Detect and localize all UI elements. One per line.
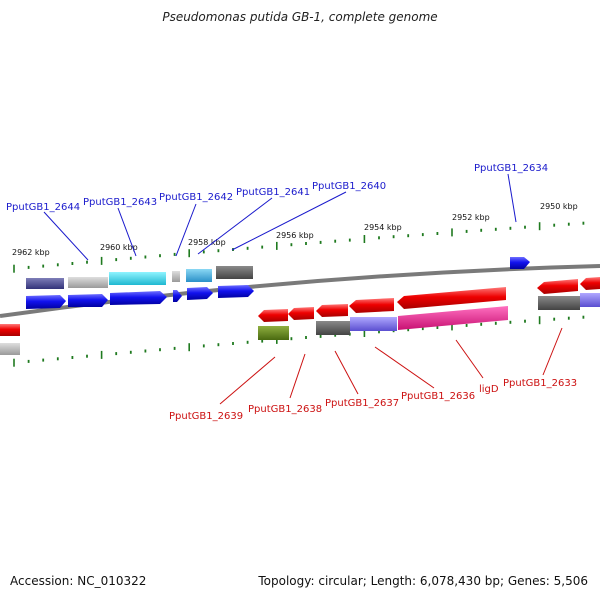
scale-ticks-top	[13, 221, 585, 273]
gene-label[interactable]: PputGB1_2642	[159, 192, 233, 203]
gene-arrow[interactable]	[26, 295, 66, 309]
gene-feature[interactable]	[109, 272, 166, 285]
leader-line	[374, 346, 435, 389]
scale-label: 2950 kbp	[540, 202, 578, 211]
gene-feature[interactable]	[216, 266, 253, 279]
lower-features	[0, 293, 600, 355]
gene-feature[interactable]	[316, 321, 350, 335]
gene-label[interactable]: PputGB1_2640	[312, 181, 386, 192]
scale-ticks-bottom	[13, 315, 585, 367]
scale-label: 2952 kbp	[452, 213, 490, 222]
gene-arrow[interactable]	[110, 291, 167, 305]
gene-label[interactable]: PputGB1_2633	[503, 378, 577, 389]
gene-arrow[interactable]	[397, 287, 506, 309]
lower-strand-arrows	[0, 277, 600, 336]
upper-strand-arrows	[26, 285, 254, 309]
gene-feature[interactable]	[26, 278, 64, 289]
leader-line	[542, 327, 563, 376]
gene-label[interactable]: PputGB1_2637	[325, 398, 399, 409]
gene-feature[interactable]	[0, 343, 20, 355]
leader-line	[219, 356, 276, 405]
gene-arrow[interactable]	[510, 257, 530, 269]
gene-label[interactable]: PputGB1_2634	[474, 163, 548, 174]
scale-label: 2960 kbp	[100, 243, 138, 252]
gene-arrow[interactable]	[187, 287, 213, 300]
gene-feature[interactable]	[350, 317, 397, 331]
gene-label[interactable]: PputGB1_2643	[83, 197, 157, 208]
gene-feature[interactable]	[398, 306, 508, 330]
gene-arrow[interactable]	[218, 285, 254, 298]
gene-feature[interactable]	[186, 269, 212, 282]
gene-arrow[interactable]	[173, 290, 182, 302]
gene-arrow[interactable]	[316, 304, 348, 317]
leader-line	[175, 203, 197, 257]
gene-arrow[interactable]	[537, 279, 578, 294]
gene-feature[interactable]	[580, 293, 600, 307]
scale-label: 2958 kbp	[188, 238, 226, 247]
leader-line	[334, 350, 359, 395]
gene-label[interactable]: PputGB1_2639	[169, 411, 243, 422]
gene-arrow[interactable]	[68, 294, 108, 307]
gene-feature[interactable]	[172, 271, 180, 282]
gene-arrow[interactable]	[349, 298, 394, 313]
leader-line	[197, 197, 273, 255]
scale-label: 2962 kbp	[12, 248, 50, 257]
leader-line	[43, 211, 89, 261]
upper-features	[26, 257, 530, 289]
gene-arrow[interactable]	[0, 324, 20, 336]
gene-label[interactable]: ligD	[479, 384, 499, 395]
scale-label: 2954 kbp	[364, 223, 402, 232]
scale-label: 2956 kbp	[276, 231, 314, 240]
gene-arrow[interactable]	[258, 309, 288, 322]
gene-label[interactable]: PputGB1_2644	[6, 202, 80, 213]
gene-feature[interactable]	[538, 296, 580, 310]
leader-line	[289, 353, 306, 399]
upper-gene-labels: PputGB1_2644 PputGB1_2643 PputGB1_2642 P…	[6, 163, 548, 261]
gene-label[interactable]: PputGB1_2636	[401, 391, 475, 402]
gene-label[interactable]: PputGB1_2638	[248, 404, 322, 415]
leader-line	[455, 339, 484, 379]
leader-line	[507, 173, 517, 223]
leader-line	[231, 191, 347, 251]
genome-summary: Topology: circular; Length: 6,078,430 bp…	[258, 574, 588, 588]
gene-feature[interactable]	[258, 326, 289, 340]
leader-line	[117, 207, 137, 257]
gene-arrow[interactable]	[288, 307, 314, 320]
accession-text: Accession: NC_010322	[10, 574, 147, 588]
lower-gene-labels: PputGB1_2639 PputGB1_2638 PputGB1_2637 P…	[169, 327, 577, 422]
gene-arrow[interactable]	[580, 277, 600, 290]
genome-title: Pseudomonas putida GB-1, complete genome	[162, 10, 438, 24]
gene-feature[interactable]	[68, 277, 108, 288]
gene-label[interactable]: PputGB1_2641	[236, 187, 310, 198]
